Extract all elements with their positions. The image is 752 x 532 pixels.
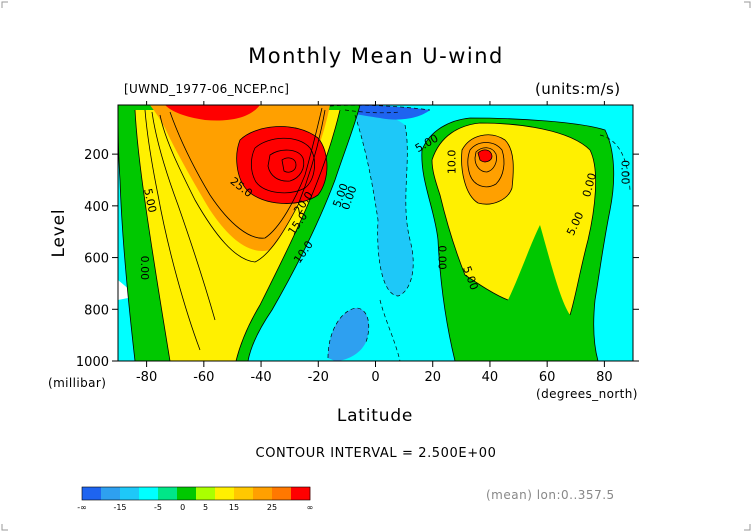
contour-label: 0.00 — [580, 172, 599, 199]
colorbar-swatch — [196, 487, 216, 500]
y-tick-label: 1000 — [76, 355, 109, 370]
colorbar-swatch — [272, 487, 292, 500]
colorbar-swatch — [139, 487, 159, 500]
negative-contour-lines — [327, 105, 631, 361]
colorbar-label: 25 — [267, 503, 277, 512]
colorbar-swatch — [82, 487, 102, 500]
field-nh-orange — [461, 134, 514, 205]
colorbar-swatch — [215, 487, 235, 500]
x-tick-label: -20 — [308, 370, 329, 385]
field-sh-red-top — [165, 105, 260, 121]
y-units-label: (millibar) — [48, 376, 106, 390]
contour-fields — [118, 105, 633, 361]
colorbar-swatch — [120, 487, 140, 500]
contour-label: 5.00 — [141, 187, 159, 214]
colorbar-frame — [81, 486, 311, 501]
x-tick-label: 20 — [424, 370, 441, 385]
colorbar-swatch — [234, 487, 254, 500]
y-tick-label: 200 — [84, 148, 109, 163]
field-neg-spot-2 — [390, 228, 409, 260]
colorbar-label: 0 — [180, 503, 185, 512]
contour-label: 0.00 — [618, 160, 631, 185]
x-units-label: (degrees_north) — [536, 387, 638, 401]
colorbar-label: -15 — [113, 503, 126, 512]
colorbar-swatch — [101, 487, 121, 500]
x-tick-label: -40 — [250, 370, 271, 385]
y-tick-label: 600 — [84, 252, 109, 267]
colorbar-swatch — [291, 487, 311, 500]
source-file-label: [UWND_1977-06_NCEP.nc] — [124, 82, 290, 96]
chart-title: Monthly Mean U-wind — [248, 44, 504, 68]
colorbar-label: -∞ — [77, 503, 87, 512]
y-axis-title: Level — [49, 209, 69, 258]
field-white-patch — [118, 280, 130, 300]
contour-label: 10.0 — [446, 150, 459, 175]
field-neg-spot-1 — [368, 134, 383, 160]
x-axis-title: Latitude — [337, 406, 413, 426]
colorbar-swatch — [177, 487, 197, 500]
x-tick-label: 0 — [371, 370, 379, 385]
x-tick-label: -80 — [136, 370, 157, 385]
y-tick-label: 400 — [84, 200, 109, 215]
colorbar-label: -5 — [154, 503, 162, 512]
units-label: (units:m/s) — [535, 80, 621, 98]
colorbar-label: 15 — [229, 503, 239, 512]
contour-label: 0.00 — [138, 256, 151, 281]
colorbar-label: ∞ — [307, 503, 314, 512]
x-tick-label: -60 — [193, 370, 214, 385]
field-nh-red — [478, 149, 492, 162]
stats-label: (mean) lon:0..357.5 — [486, 488, 615, 502]
axes: -80 -60 -40 -20 0 20 40 60 80 200 400 600 800 1000 — [76, 101, 639, 385]
x-tick-label: 80 — [596, 370, 613, 385]
colorbar-swatch — [253, 487, 273, 500]
x-tick-label: 60 — [539, 370, 556, 385]
contour-label: 0.00 — [435, 245, 448, 270]
contour-lines — [118, 105, 615, 361]
colorbar: -∞ -15 -5 0 5 15 25 ∞ — [77, 486, 314, 512]
x-tick-label: 40 — [482, 370, 499, 385]
colorbar-label: 5 — [203, 503, 208, 512]
field-sh-red — [236, 126, 327, 204]
colorbar-swatch — [158, 487, 178, 500]
contour-interval-label: CONTOUR INTERVAL = 2.500E+00 — [255, 446, 497, 461]
y-tick-label: 800 — [84, 303, 109, 318]
